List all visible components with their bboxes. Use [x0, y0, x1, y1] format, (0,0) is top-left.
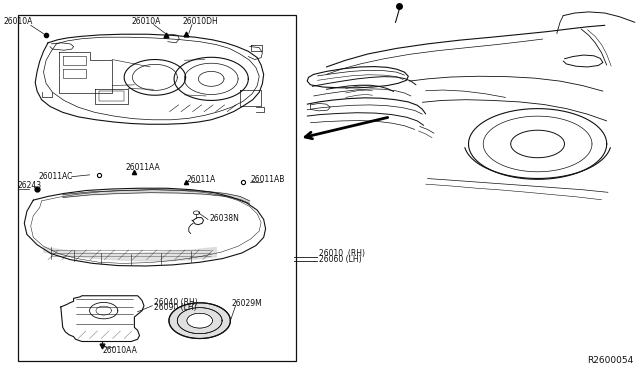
Text: 26011A: 26011A [187, 175, 216, 184]
Text: 26040 (RH): 26040 (RH) [154, 298, 197, 307]
Text: 26038N: 26038N [210, 214, 240, 223]
Text: 26010A: 26010A [131, 17, 161, 26]
Text: 26011AC: 26011AC [38, 172, 73, 181]
Text: 26243: 26243 [18, 182, 42, 190]
Text: 26010A: 26010A [3, 17, 33, 26]
Polygon shape [44, 247, 216, 261]
Text: 26010  (RH): 26010 (RH) [319, 249, 365, 258]
Text: 26010AA: 26010AA [102, 346, 137, 355]
Bar [18, 15, 296, 361]
Circle shape [187, 313, 212, 328]
Text: R2600054: R2600054 [588, 356, 634, 365]
Text: 26011AB: 26011AB [251, 175, 285, 184]
Circle shape [169, 303, 230, 339]
Text: 26090 (LH): 26090 (LH) [154, 303, 196, 312]
Text: 26060 (LH): 26060 (LH) [319, 255, 362, 264]
Text: 26011AA: 26011AA [125, 163, 160, 172]
Text: 26029M: 26029M [232, 299, 262, 308]
Polygon shape [63, 190, 250, 203]
Text: 26010DH: 26010DH [182, 17, 218, 26]
